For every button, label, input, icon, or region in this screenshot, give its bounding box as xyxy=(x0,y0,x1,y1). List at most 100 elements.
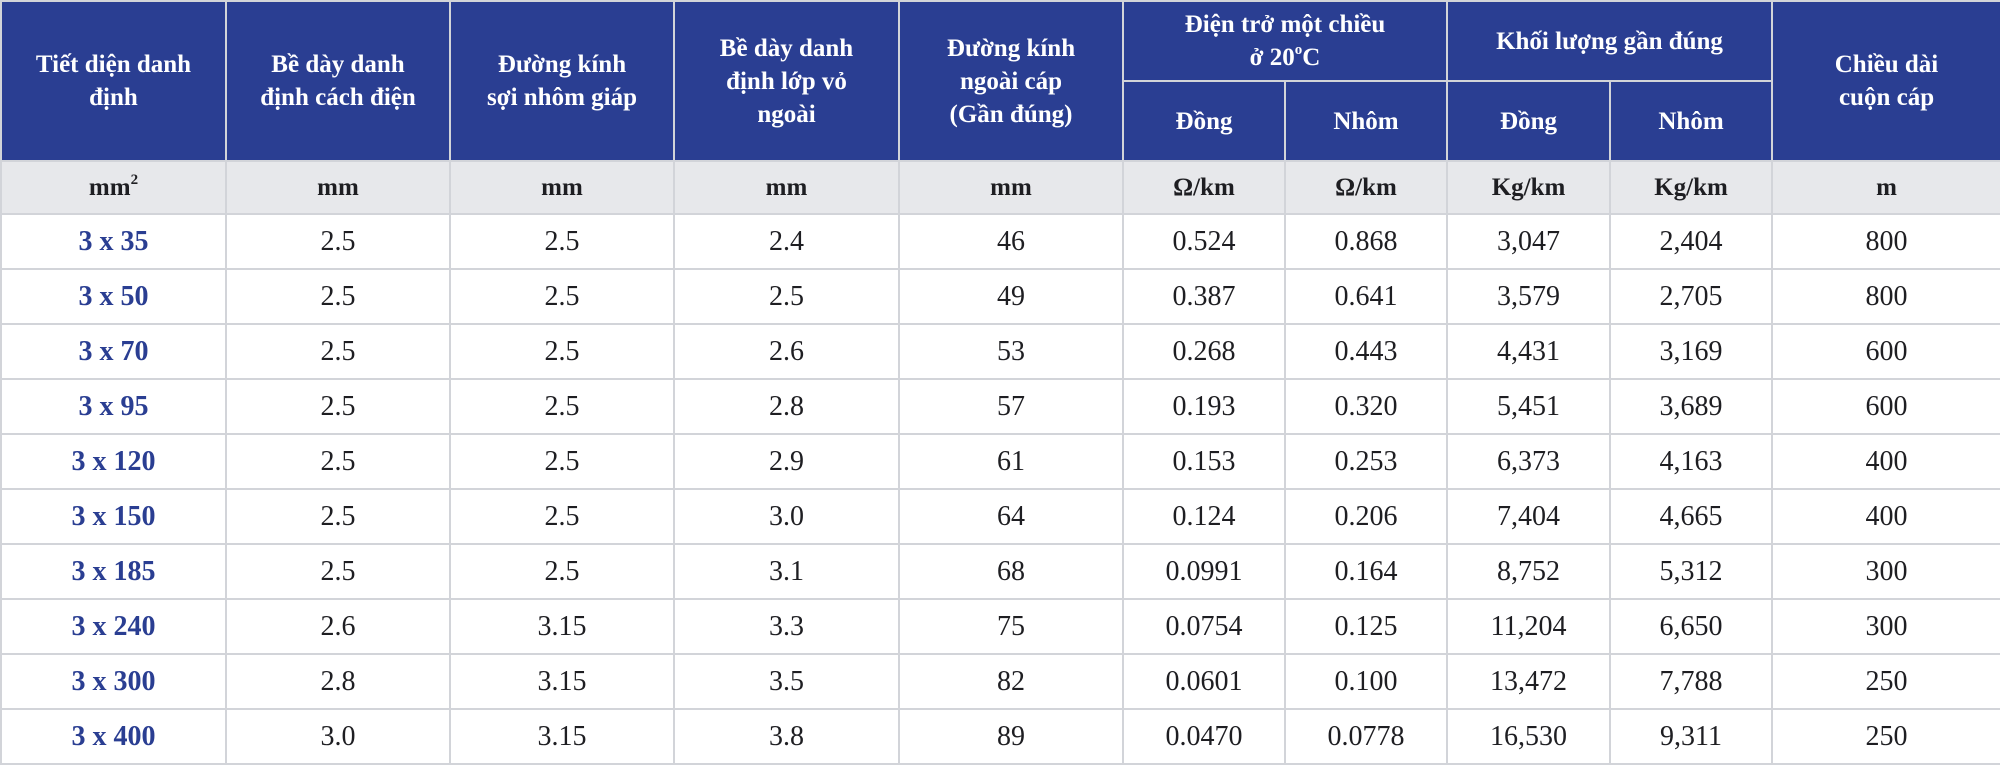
table-cell: 250 xyxy=(1771,708,2000,765)
table-cell: 0.0470 xyxy=(1122,708,1286,765)
table-cell: 800 xyxy=(1771,213,2000,270)
table-cell: 0.253 xyxy=(1284,433,1448,490)
table-cell: 0.387 xyxy=(1122,268,1286,325)
table-row: 3 x 50 2.5 2.5 2.5 49 0.387 0.641 3,579 2,705 800 xyxy=(0,268,2000,325)
table-cell: 53 xyxy=(898,323,1124,380)
cross-section-cell: 3 x 400 xyxy=(0,708,227,765)
table-cell: 2.5 xyxy=(225,433,451,490)
table-cell: 0.153 xyxy=(1122,433,1286,490)
header-resistance-copper: Đồng xyxy=(1122,80,1286,162)
table-cell: 0.125 xyxy=(1284,598,1448,655)
header-sheath-thickness: Bề dày danh định lớp vỏ ngoài xyxy=(673,0,900,162)
table-cell: 400 xyxy=(1771,433,2000,490)
table-cell: 600 xyxy=(1771,323,2000,380)
table-body: mm2 mm mm mm mm Ω/km Ω/km Kg/km Kg/km m … xyxy=(0,160,2000,765)
table-cell: 16,530 xyxy=(1446,708,1611,765)
table-cell: 3.0 xyxy=(225,708,451,765)
table-cell: 800 xyxy=(1771,268,2000,325)
table-cell: 3,169 xyxy=(1608,323,1774,380)
table-cell: 5,451 xyxy=(1446,378,1611,435)
table-row: 3 x 400 3.0 3.15 3.8 89 0.0470 0.0778 16,530 9,3… xyxy=(0,708,2000,765)
table-cell: 2.5 xyxy=(449,543,675,600)
table-cell: 2.4 xyxy=(673,213,900,270)
table-row: 3 x 240 2.6 3.15 3.3 75 0.0754 0.125 11,204 6,65… xyxy=(0,598,2000,655)
table-cell: 2.5 xyxy=(225,213,451,270)
table-cell: 2.5 xyxy=(449,488,675,545)
table-cell: 2.8 xyxy=(673,378,900,435)
table-cell: 2.9 xyxy=(673,433,900,490)
table-cell: 3.15 xyxy=(449,598,675,655)
table-cell: 2.5 xyxy=(449,378,675,435)
table-cell: 0.868 xyxy=(1284,213,1448,270)
table-cell: 2.5 xyxy=(225,378,451,435)
unit-cell: Kg/km xyxy=(1608,160,1774,215)
table-cell: 9,311 xyxy=(1608,708,1774,765)
table-cell: 2.5 xyxy=(449,433,675,490)
table-row: 3 x 35 2.5 2.5 2.4 46 0.524 0.868 3,047 2,404 800 xyxy=(0,213,2000,270)
table-cell: 2.6 xyxy=(673,323,900,380)
table-cell: 0.641 xyxy=(1284,268,1448,325)
table-cell: 0.0778 xyxy=(1284,708,1448,765)
table-cell: 89 xyxy=(898,708,1124,765)
table-cell: 6,373 xyxy=(1446,433,1611,490)
table-cell: 4,665 xyxy=(1608,488,1774,545)
unit-cell: Ω/km xyxy=(1122,160,1286,215)
header-insulation-thickness: Bề dày danh định cách điện xyxy=(225,0,451,162)
table-cell: 0.0601 xyxy=(1122,653,1286,710)
table-cell: 0.193 xyxy=(1122,378,1286,435)
table-cell: 7,404 xyxy=(1446,488,1611,545)
unit-cell: mm xyxy=(898,160,1124,215)
table-cell: 0.443 xyxy=(1284,323,1448,380)
table-row: 3 x 95 2.5 2.5 2.8 57 0.193 0.320 5,451 3,689 600 xyxy=(0,378,2000,435)
unit-cell: Ω/km xyxy=(1284,160,1448,215)
cross-section-cell: 3 x 185 xyxy=(0,543,227,600)
cable-spec-table: Tiết diện danh định Bề dày danh định các… xyxy=(0,0,2000,765)
table-cell: 68 xyxy=(898,543,1124,600)
table-cell: 2.5 xyxy=(449,323,675,380)
table-cell: 0.0991 xyxy=(1122,543,1286,600)
table-cell: 3.15 xyxy=(449,708,675,765)
unit-cell: mm xyxy=(225,160,451,215)
table-cell: 0.320 xyxy=(1284,378,1448,435)
header-drum-length: Chiều dài cuộn cáp xyxy=(1771,0,2000,162)
unit-cell: Kg/km xyxy=(1446,160,1611,215)
table-cell: 0.524 xyxy=(1122,213,1286,270)
table-cell: 75 xyxy=(898,598,1124,655)
table-cell: 0.206 xyxy=(1284,488,1448,545)
table-cell: 0.164 xyxy=(1284,543,1448,600)
table-header: Tiết diện danh định Bề dày danh định các… xyxy=(0,0,2000,162)
table-cell: 3,579 xyxy=(1446,268,1611,325)
table-cell: 3,689 xyxy=(1608,378,1774,435)
cross-section-cell: 3 x 300 xyxy=(0,653,227,710)
header-dc-resistance-group: Điện trở một chiều ở 20oC xyxy=(1122,0,1448,82)
table-cell: 2.8 xyxy=(225,653,451,710)
unit-cell: mm xyxy=(673,160,900,215)
header-overall-diameter: Đường kính ngoài cáp (Gần đúng) xyxy=(898,0,1124,162)
table-cell: 11,204 xyxy=(1446,598,1611,655)
table-cell: 4,163 xyxy=(1608,433,1774,490)
table-cell: 2.5 xyxy=(225,488,451,545)
cross-section-cell: 3 x 150 xyxy=(0,488,227,545)
table-cell: 2.5 xyxy=(225,323,451,380)
table-cell: 3.0 xyxy=(673,488,900,545)
table-cell: 2,705 xyxy=(1608,268,1774,325)
table-cell: 600 xyxy=(1771,378,2000,435)
unit-cell: mm2 xyxy=(0,160,227,215)
table-cell: 2.5 xyxy=(449,268,675,325)
cross-section-cell: 3 x 50 xyxy=(0,268,227,325)
table-cell: 57 xyxy=(898,378,1124,435)
table-cell: 4,431 xyxy=(1446,323,1611,380)
table-cell: 3,047 xyxy=(1446,213,1611,270)
table-cell: 3.1 xyxy=(673,543,900,600)
unit-row: mm2 mm mm mm mm Ω/km Ω/km Kg/km Kg/km m xyxy=(0,160,2000,215)
cross-section-cell: 3 x 120 xyxy=(0,433,227,490)
table-cell: 2.5 xyxy=(449,213,675,270)
table-row: 3 x 70 2.5 2.5 2.6 53 0.268 0.443 4,431 3,169 600 xyxy=(0,323,2000,380)
table-cell: 3.15 xyxy=(449,653,675,710)
table-cell: 3.8 xyxy=(673,708,900,765)
cross-section-cell: 3 x 35 xyxy=(0,213,227,270)
cross-section-cell: 3 x 95 xyxy=(0,378,227,435)
table-cell: 46 xyxy=(898,213,1124,270)
table-cell: 2.5 xyxy=(225,268,451,325)
table-cell: 0.100 xyxy=(1284,653,1448,710)
